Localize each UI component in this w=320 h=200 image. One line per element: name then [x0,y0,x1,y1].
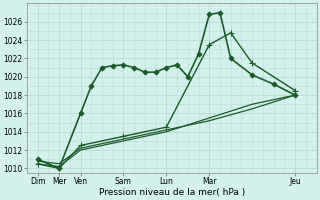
X-axis label: Pression niveau de la mer( hPa ): Pression niveau de la mer( hPa ) [99,188,245,197]
